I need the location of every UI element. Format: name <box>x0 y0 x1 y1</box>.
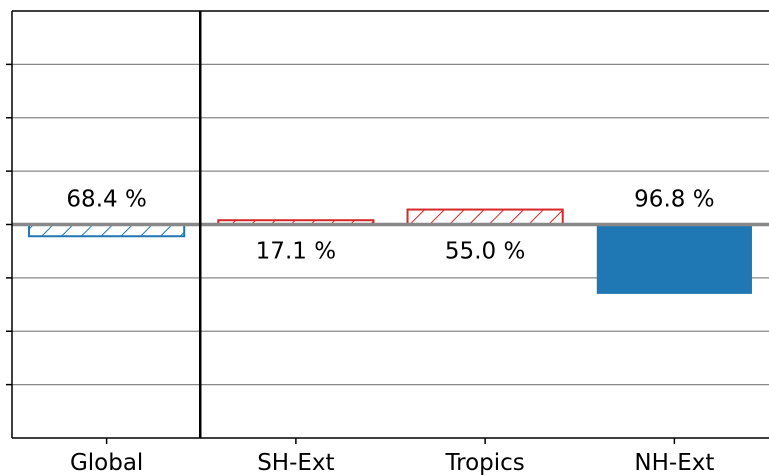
x-tick-label-global: Global <box>70 450 143 475</box>
bar-nh-ext <box>596 224 752 294</box>
x-tick-label-tropics: Tropics <box>444 450 524 475</box>
x-tick-label-nh-ext: NH-Ext <box>634 450 714 475</box>
bar-tropics <box>406 208 564 226</box>
data-label-tropics: 55.0 % <box>445 239 525 265</box>
bar-global <box>28 223 186 238</box>
x-tick-label-sh-ext: SH-Ext <box>257 450 334 475</box>
data-label-global: 68.4 % <box>66 187 146 213</box>
bars <box>28 208 752 294</box>
labels: 68.4 % 17.1 % 55.0 % 96.8 % Global SH-Ext Trop… <box>66 187 714 475</box>
data-label-nh-ext: 96.8 % <box>634 187 714 213</box>
data-label-sh-ext: 17.1 % <box>256 239 336 265</box>
grid-lines <box>12 63 769 386</box>
axes <box>6 10 769 444</box>
